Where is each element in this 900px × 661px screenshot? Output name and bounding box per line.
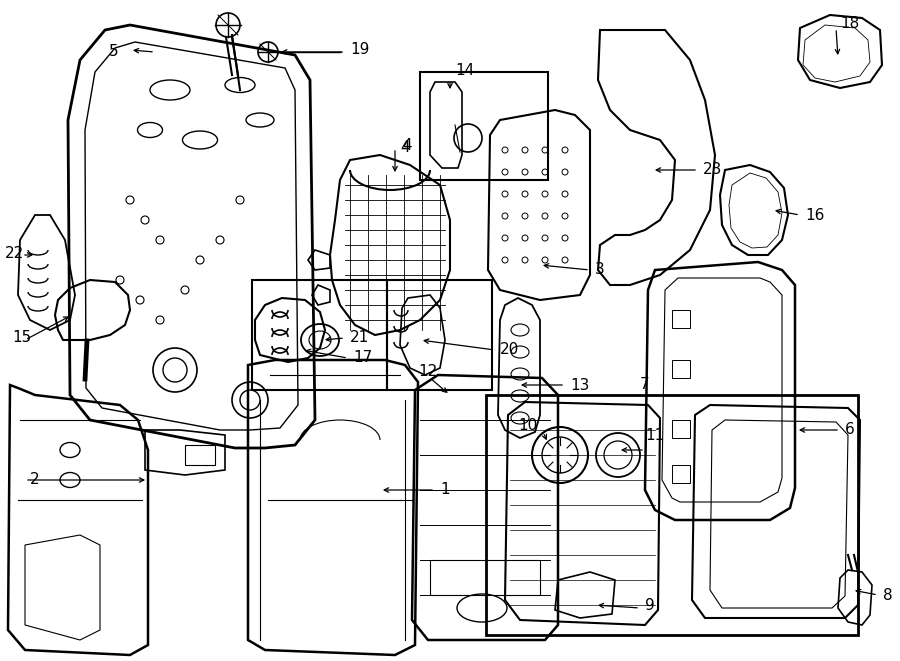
Text: 13: 13 <box>570 377 590 393</box>
Text: 4: 4 <box>402 137 411 153</box>
Text: 3: 3 <box>595 262 605 278</box>
Bar <box>486 395 858 635</box>
Text: 19: 19 <box>350 42 369 58</box>
Text: 14: 14 <box>455 63 474 78</box>
Text: 6: 6 <box>845 422 855 438</box>
Text: 23: 23 <box>703 163 723 178</box>
Text: 2: 2 <box>30 473 40 488</box>
Text: 1: 1 <box>440 483 450 498</box>
Text: 15: 15 <box>12 330 32 346</box>
Text: 5: 5 <box>108 44 118 59</box>
Text: 18: 18 <box>840 17 860 32</box>
Text: 8: 8 <box>883 588 893 602</box>
Text: 11: 11 <box>645 428 664 442</box>
Text: 12: 12 <box>418 364 437 379</box>
Text: 4: 4 <box>400 141 410 155</box>
Text: 7: 7 <box>640 377 650 392</box>
Text: 22: 22 <box>5 245 24 260</box>
Text: 21: 21 <box>350 330 369 346</box>
Bar <box>387 280 492 390</box>
Text: 20: 20 <box>500 342 519 358</box>
Bar <box>420 72 548 180</box>
Text: 16: 16 <box>805 208 824 223</box>
Text: 10: 10 <box>518 418 537 434</box>
Text: 9: 9 <box>645 598 655 613</box>
Bar <box>252 280 387 390</box>
Text: 17: 17 <box>353 350 373 366</box>
